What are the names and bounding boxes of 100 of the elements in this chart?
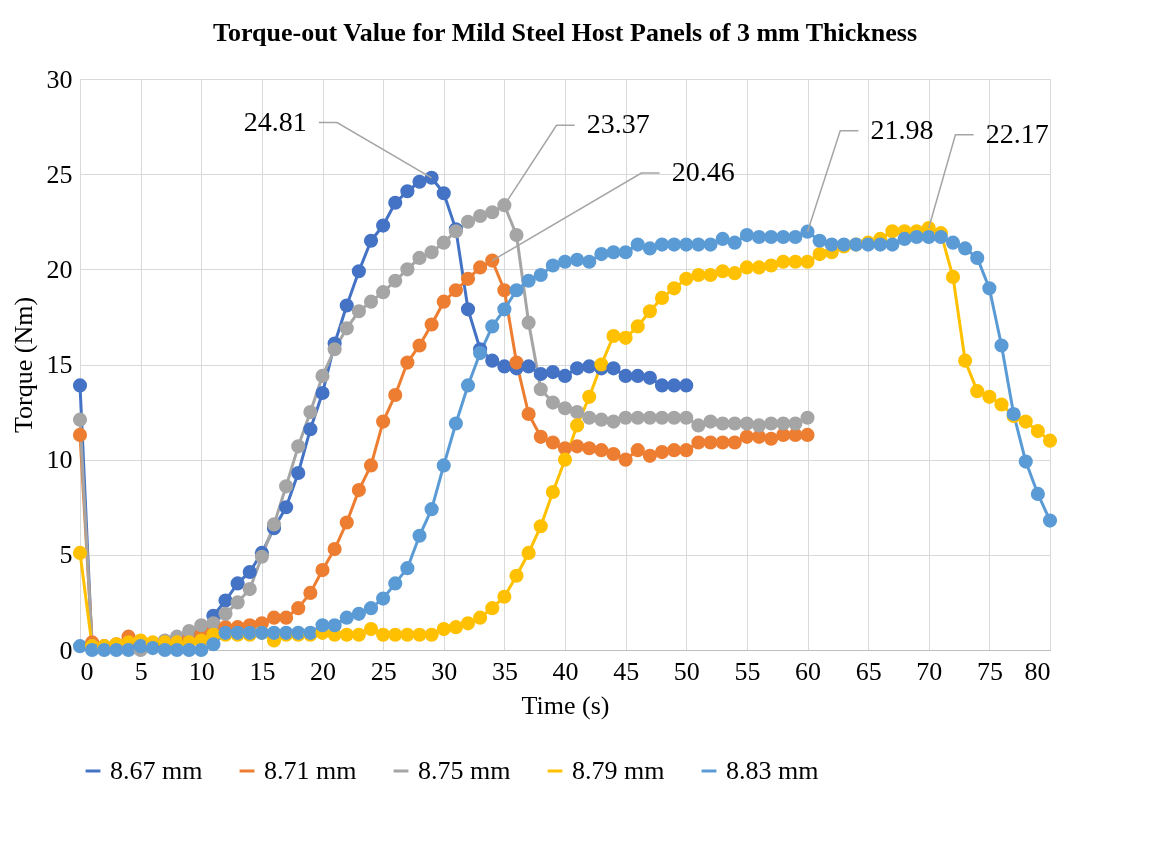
point [279,479,294,494]
x-tick-label: 10 [188,656,215,686]
point [266,610,282,625]
x-tick-label: 40 [552,656,579,686]
point [303,585,318,600]
point [570,405,585,420]
point [751,418,767,433]
point [521,406,536,422]
y-axis-title: Torque (Nm) [8,296,38,434]
point [376,218,391,233]
point [667,443,682,458]
point [339,298,354,313]
x-tick-label: 45 [613,656,640,686]
point [509,355,524,370]
point [400,355,415,370]
point [654,378,670,393]
point [521,315,536,330]
point [739,416,754,431]
point [630,410,645,425]
point [473,208,488,224]
y-tick-label: 30 [46,64,73,94]
point [230,576,245,591]
x-tick-label: 55 [734,656,761,686]
point [315,368,330,383]
x-tick-label: 25 [370,656,397,686]
annotation: 21.98 [870,113,934,145]
point [691,435,706,450]
point [800,410,815,425]
point [412,174,427,189]
point [800,427,815,442]
point [606,361,621,376]
point [509,228,524,243]
point [230,595,245,610]
point [727,435,742,450]
annotation: 20.46 [671,156,735,188]
point [557,368,573,383]
x-tick-label: 70 [916,656,943,686]
point [679,378,694,393]
point [412,338,427,353]
point [351,483,366,498]
point [279,500,294,515]
point [667,410,682,425]
annotation: 23.37 [586,108,650,140]
point [545,395,560,410]
point [739,429,754,444]
point [327,542,342,557]
x-tick-label: 65 [855,656,882,686]
point [582,441,597,456]
y-tick-label: 0 [59,635,73,665]
point [363,233,379,248]
point [642,448,657,463]
point [388,195,403,210]
point [254,549,269,564]
point [436,186,451,201]
point [521,359,536,374]
point [424,170,439,185]
point [400,184,415,199]
point [642,410,657,425]
point [557,401,573,416]
point [291,601,306,616]
point [460,214,476,229]
point [582,359,597,374]
point [72,427,88,442]
point [72,412,88,427]
point [194,618,209,633]
y-tick-label: 15 [46,350,73,379]
point [436,294,451,309]
point [533,366,548,382]
point [630,368,645,383]
point [715,435,730,450]
point [327,342,342,357]
point [545,365,560,380]
point [339,515,354,530]
point [497,198,512,213]
point [351,264,366,279]
point [606,414,621,429]
point [764,416,779,431]
point [667,378,682,393]
point [679,443,694,458]
point [618,410,633,425]
point [533,429,548,444]
point [303,422,318,437]
x-tick-label: 20 [310,656,336,686]
point [448,283,463,298]
y-tick-label: 5 [59,540,73,570]
point [618,368,633,383]
point [315,385,330,401]
point [388,273,403,288]
point [570,361,585,376]
point [497,283,512,298]
point [218,593,233,608]
point [618,452,633,467]
x-tick-label: 75 [976,656,1003,686]
x-tick-label: 50 [673,656,700,686]
point [351,304,366,319]
x-tick-label: 80 [1024,656,1051,686]
point [376,414,391,429]
x-axis-title: Time (s) [521,690,610,720]
y-tick-label: 20 [46,254,73,284]
point [545,435,560,450]
